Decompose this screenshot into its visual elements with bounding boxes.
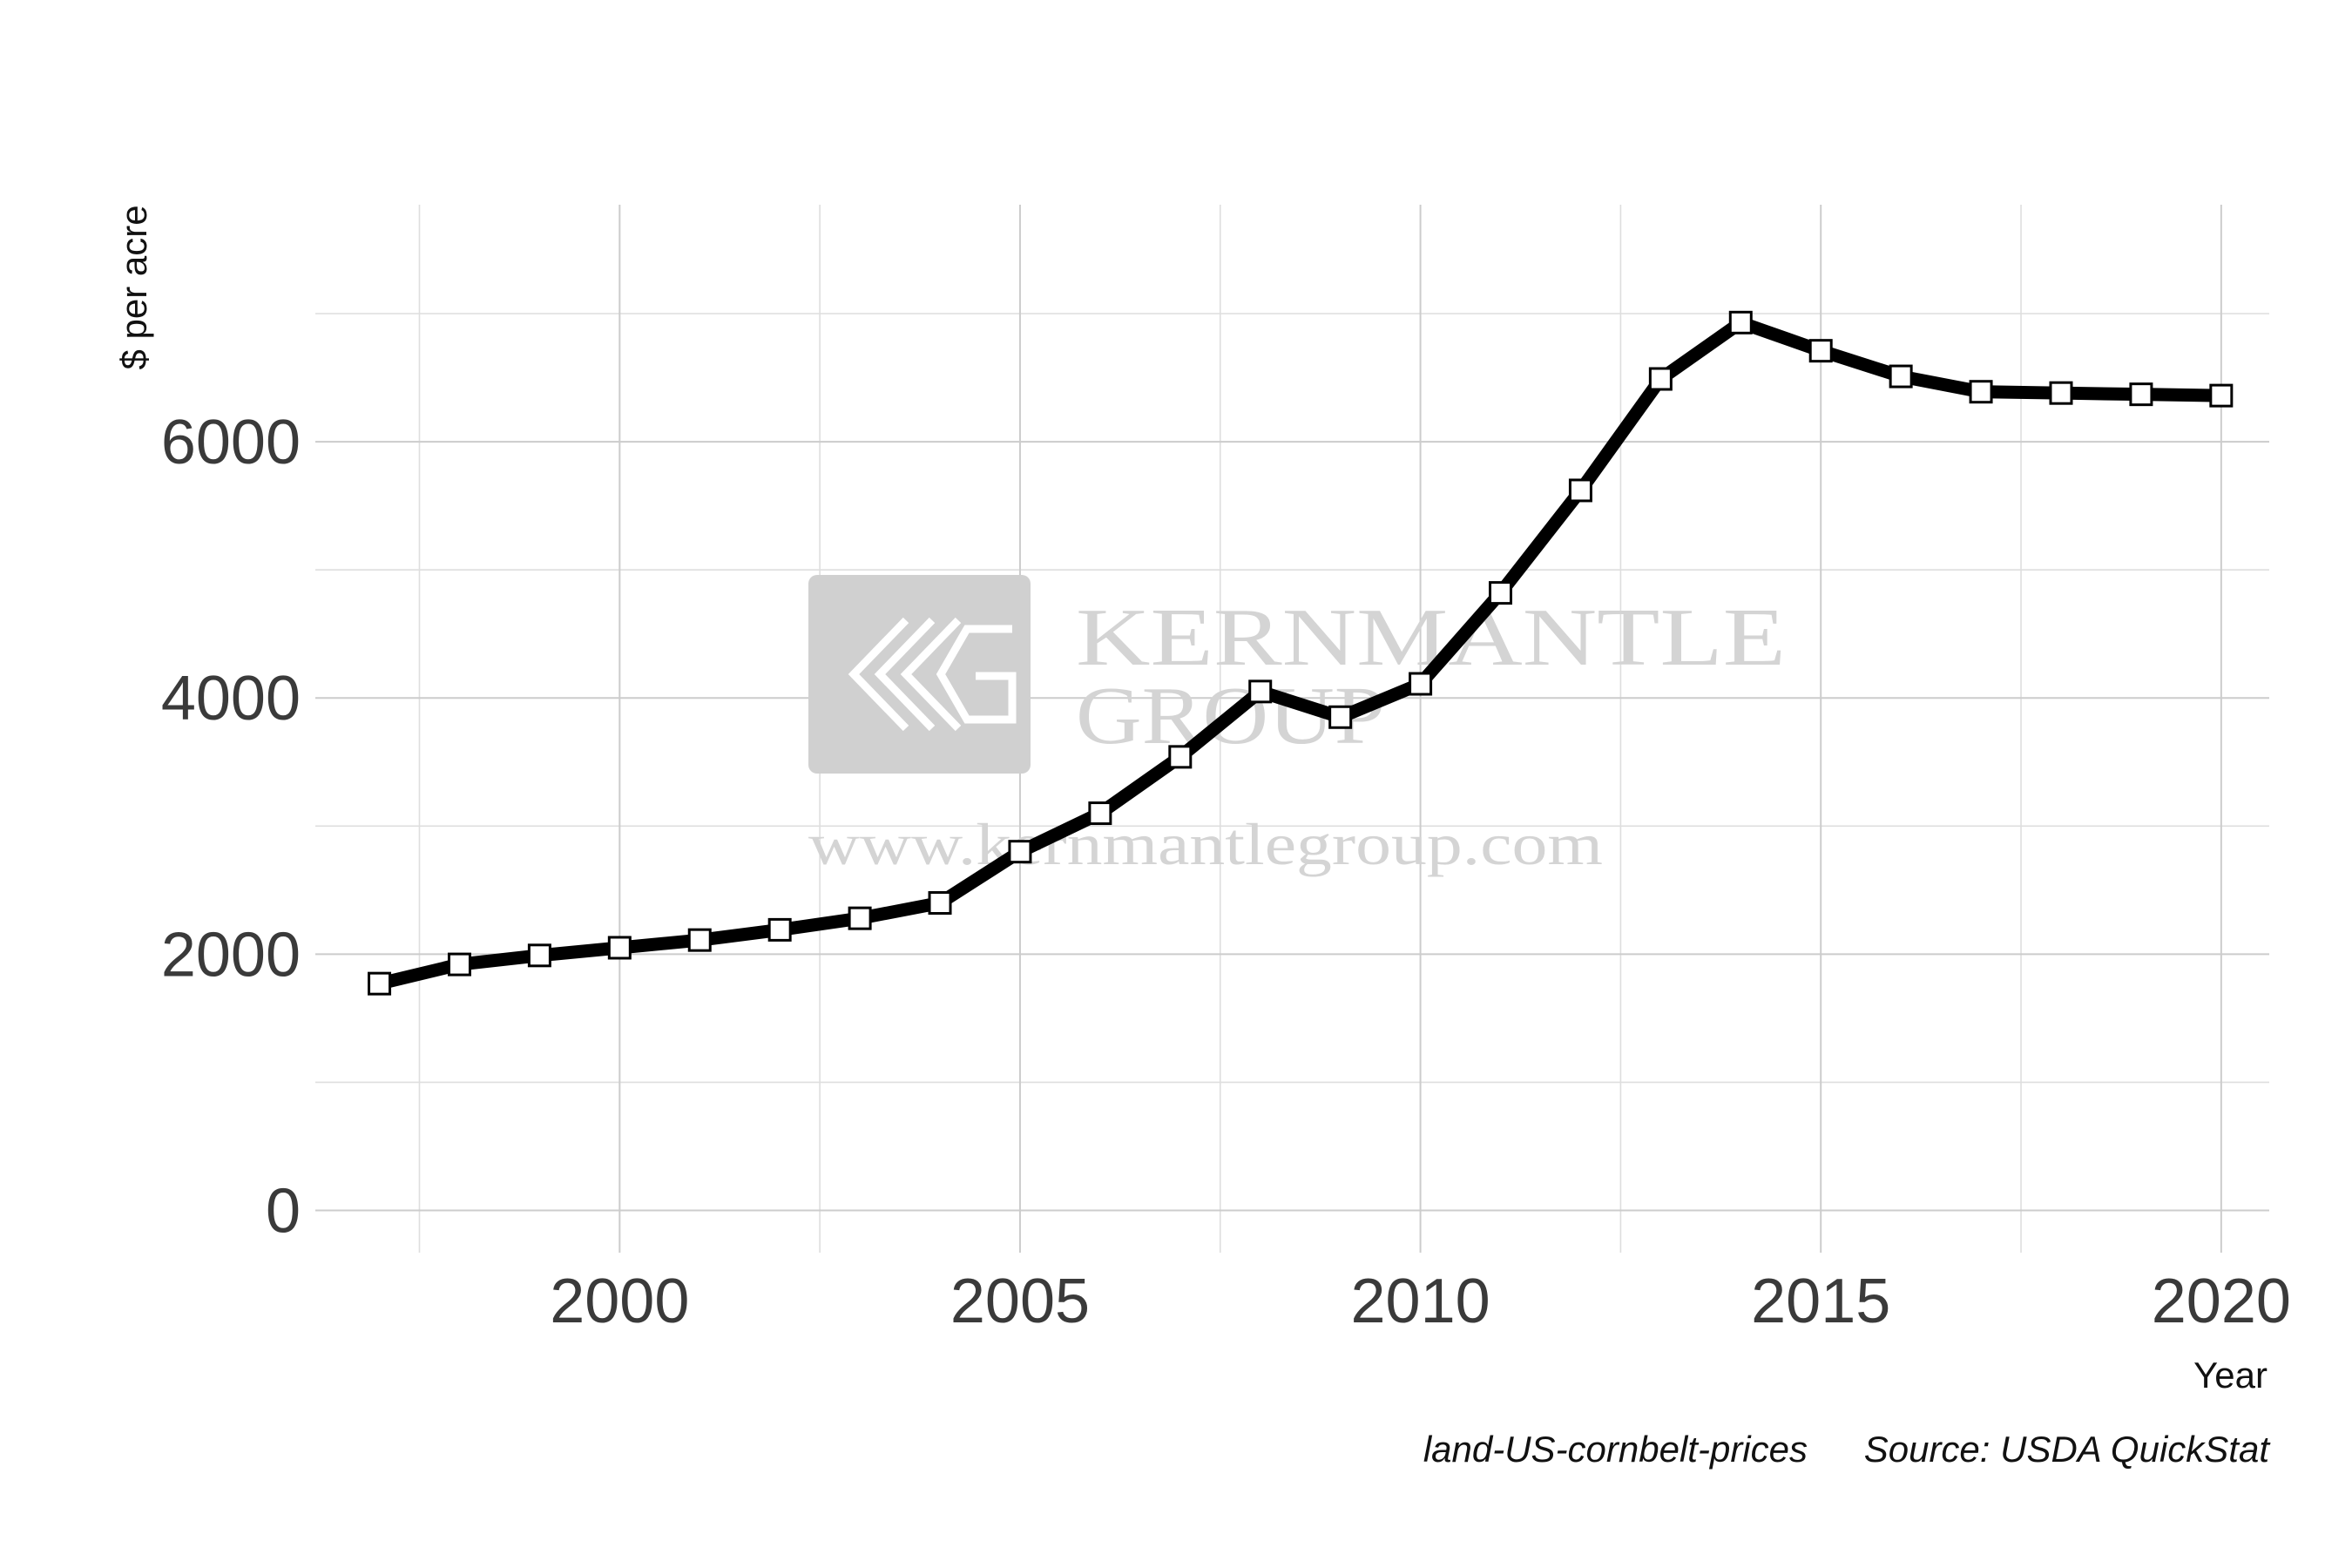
x-axis-title: Year <box>2193 1355 2268 1396</box>
data-point-marker <box>447 952 471 977</box>
caption-chart-id: land-US-cornbelt-prices <box>1423 1429 1808 1470</box>
tick-labels: 2000 2005 2010 2015 2020 0 2000 4000 6000 <box>161 408 2291 1336</box>
data-point-marker <box>1969 380 1993 404</box>
data-point-marker <box>687 928 712 952</box>
watermark-logo-box <box>808 575 1031 774</box>
minor-gridlines <box>315 205 2269 1253</box>
x-tick-label: 2020 <box>2152 1267 2291 1336</box>
y-tick-label: 0 <box>266 1176 301 1246</box>
data-point-marker <box>928 891 952 916</box>
series-line <box>373 315 2228 990</box>
y-axis-title: $ per acre <box>113 205 154 369</box>
y-tick-label: 4000 <box>161 664 301 733</box>
data-point-marker <box>848 906 872 930</box>
x-tick-label: 2010 <box>1350 1267 1490 1336</box>
data-point-marker <box>2209 383 2234 408</box>
data-point-marker <box>1088 801 1112 826</box>
x-tick-label: 2000 <box>550 1267 689 1336</box>
data-point-marker <box>607 936 632 960</box>
watermark: KERNMANTLE GROUP www.kernmantlegroup.com <box>808 575 1786 877</box>
data-point-marker <box>1248 679 1273 704</box>
watermark-logo-chevrons <box>848 617 1017 732</box>
data-point-marker <box>1568 478 1592 503</box>
data-point-marker <box>527 943 551 968</box>
data-point-marker <box>1808 339 1833 363</box>
data-point-marker <box>1328 705 1353 729</box>
data-point-marker <box>2129 382 2153 407</box>
x-tick-label: 2005 <box>950 1267 1090 1336</box>
data-point-marker <box>2049 381 2073 405</box>
y-tick-label: 6000 <box>161 408 301 477</box>
x-tick-label: 2015 <box>1751 1267 1890 1336</box>
y-tick-label: 2000 <box>161 920 301 990</box>
data-point-marker <box>368 971 392 996</box>
data-point-marker <box>1889 364 1913 389</box>
data-point-marker <box>1728 310 1753 335</box>
watermark-url: www.kernmantlegroup.com <box>808 811 1603 877</box>
data-point-marker <box>767 917 792 942</box>
data-point-marker <box>1489 581 1513 605</box>
data-point-marker <box>1008 840 1032 864</box>
data-point-marker <box>1648 367 1673 391</box>
data-point-marker <box>1168 745 1193 769</box>
caption-source: Source: USDA QuickStat <box>1864 1429 2272 1470</box>
series-layer <box>368 310 2234 996</box>
data-point-marker <box>1409 672 1433 696</box>
